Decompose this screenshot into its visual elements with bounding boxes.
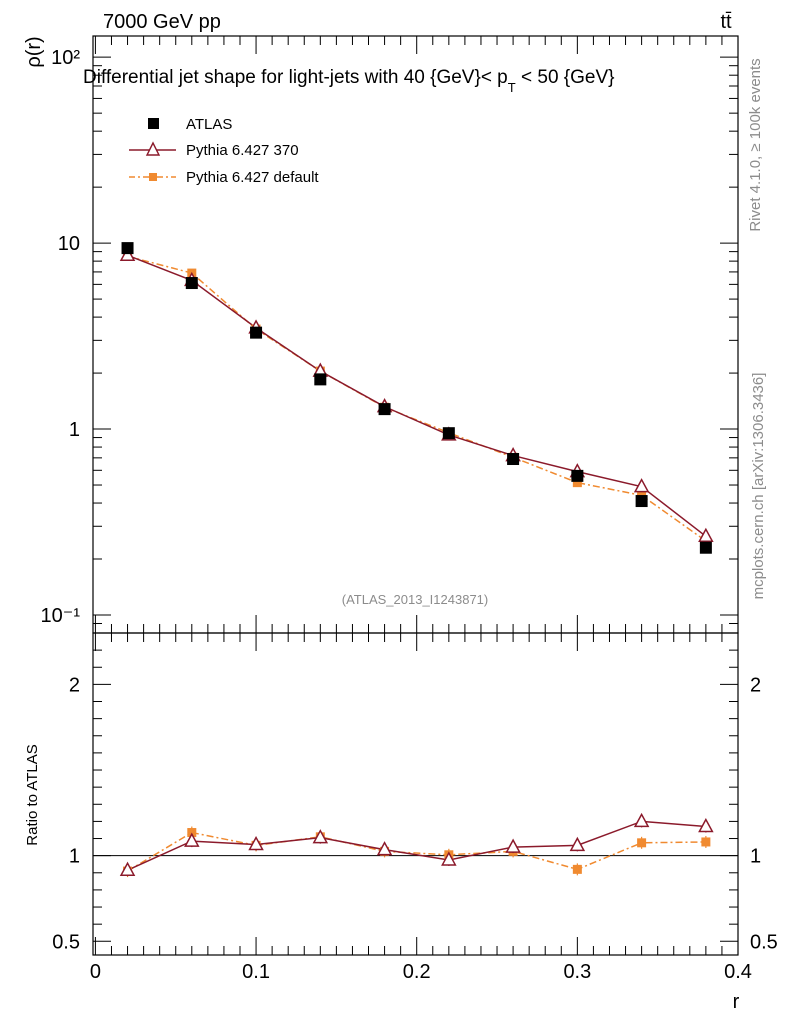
y-axis-label: ρ(r) bbox=[23, 36, 45, 67]
x-tick-label: 0.4 bbox=[724, 961, 752, 983]
ratio-point-1 bbox=[698, 817, 714, 833]
data-point-0 bbox=[121, 242, 134, 255]
ratio-line-1 bbox=[127, 820, 706, 871]
data-point-2 bbox=[572, 478, 582, 488]
legend-marker-pythia-default bbox=[149, 173, 157, 181]
data-point-0 bbox=[378, 403, 391, 416]
ratio-point-1 bbox=[312, 829, 329, 844]
y-tick-label: 10² bbox=[51, 47, 80, 69]
ratio-tick-label: 0.5 bbox=[52, 931, 80, 953]
chart-title: Differential jet shape for light-jets wi… bbox=[83, 67, 615, 95]
ratio-point-2 bbox=[637, 838, 647, 848]
legend-label-pythia-370: Pythia 6.427 370 bbox=[186, 142, 299, 159]
data-point-0 bbox=[635, 495, 648, 508]
ratio-point-1 bbox=[119, 861, 136, 876]
ratio-point-2 bbox=[701, 837, 711, 847]
mcplots-label: mcplots.cern.ch [arXiv:1306.3436] bbox=[750, 373, 767, 600]
data-point-0 bbox=[507, 453, 520, 466]
energy-label: 7000 GeV pp bbox=[103, 11, 221, 33]
ratio-point-1 bbox=[248, 835, 264, 851]
legend-marker-pythia-370 bbox=[145, 141, 161, 156]
legend: ATLAS Pythia 6.427 370 Pythia 6.427 defa… bbox=[129, 116, 319, 186]
x-tick-label: 0.1 bbox=[242, 961, 270, 983]
ratio-point-1 bbox=[633, 812, 650, 828]
x-axis-label: r bbox=[733, 991, 740, 1013]
data-point-0 bbox=[185, 277, 198, 290]
ratio-tick-label-right: 0.5 bbox=[750, 931, 778, 953]
x-tick-label: 0.3 bbox=[563, 961, 591, 983]
main-series-layer bbox=[119, 242, 714, 554]
series-line-2 bbox=[127, 255, 707, 542]
ratio-point-1 bbox=[505, 838, 521, 853]
ratio-line-2 bbox=[127, 831, 706, 872]
ratio-axis-label: Ratio to ATLAS bbox=[24, 744, 41, 845]
ratio-tick-label-right: 1 bbox=[750, 846, 761, 868]
y-tick-label: 10⁻¹ bbox=[41, 605, 81, 627]
series-line-1 bbox=[127, 254, 707, 537]
ratio-point-1 bbox=[376, 841, 393, 856]
ratio-point-1 bbox=[569, 836, 586, 852]
rivet-label: Rivet 4.1.0, ≥ 100k events bbox=[747, 58, 764, 231]
ratio-tick-label: 2 bbox=[69, 674, 80, 696]
legend-label-pythia-default: Pythia 6.427 default bbox=[186, 169, 319, 186]
y-tick-label: 10 bbox=[58, 233, 80, 255]
data-point-0 bbox=[699, 541, 712, 554]
data-point-0 bbox=[314, 373, 327, 386]
process-label: tt̄ bbox=[720, 11, 732, 33]
x-tick-label: 0.2 bbox=[403, 961, 431, 983]
data-point-0 bbox=[250, 326, 263, 339]
legend-marker-atlas bbox=[148, 118, 159, 129]
data-point-1 bbox=[633, 478, 650, 493]
ratio-tick-label-right: 2 bbox=[750, 674, 761, 696]
data-point-1 bbox=[119, 246, 136, 262]
ratio-point-1 bbox=[184, 832, 200, 847]
ratio-panel-frame bbox=[92, 632, 739, 956]
axis-ticks: 0 0.1 0.2 0.3 0.4 10⁻¹ 1 10 10² 0.5 0.5 1 1 2 2 bbox=[41, 36, 778, 983]
ratio-series-layer bbox=[119, 812, 714, 878]
data-point-0 bbox=[442, 427, 455, 440]
data-point-1 bbox=[698, 527, 714, 543]
analysis-id: (ATLAS_2013_I1243871) bbox=[342, 592, 488, 607]
data-point-0 bbox=[571, 469, 584, 482]
ratio-point-2 bbox=[572, 864, 582, 874]
y-tick-label: 1 bbox=[69, 419, 80, 441]
ratio-point-1 bbox=[441, 851, 457, 866]
legend-label-atlas: ATLAS bbox=[186, 116, 232, 133]
ratio-tick-label: 1 bbox=[69, 846, 80, 868]
x-tick-label: 0 bbox=[90, 961, 101, 983]
